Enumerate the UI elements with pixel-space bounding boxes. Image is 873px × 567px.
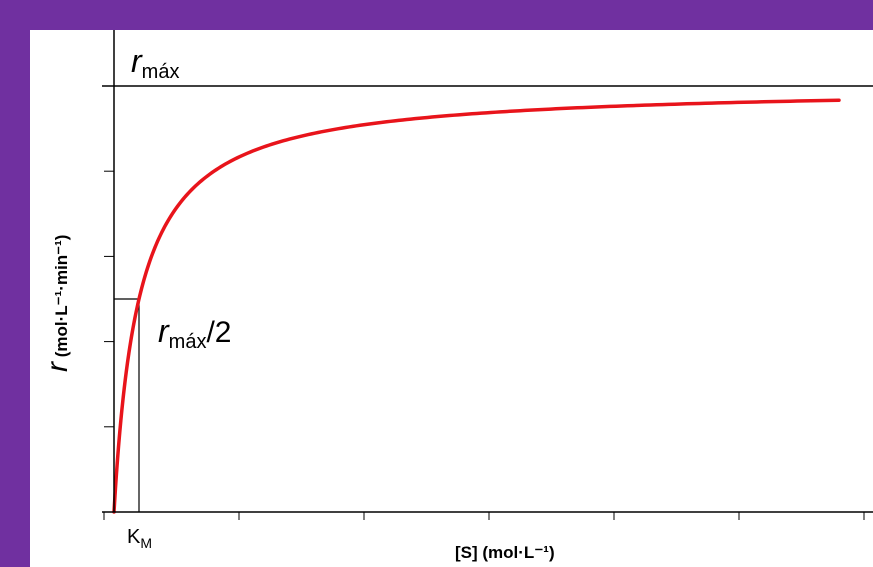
michaelis-menten-curve bbox=[112, 98, 841, 514]
guide-lines bbox=[102, 85, 873, 512]
michaelis-menten-chart: rmáx rmáx/2 KM [S] (mol·L⁻¹) r (mol·L⁻¹·… bbox=[41, 30, 873, 562]
y-axis-symbol: r bbox=[41, 361, 74, 372]
half-rmax-symbol: r bbox=[158, 313, 170, 349]
half-rmax-subscript: máx bbox=[169, 331, 207, 353]
axis-ticks bbox=[103, 170, 865, 520]
rmax-label: rmáx bbox=[131, 43, 179, 83]
axes bbox=[102, 30, 873, 513]
x-axis-label: [S] (mol·L⁻¹) bbox=[455, 543, 555, 562]
km-symbol: K bbox=[127, 526, 141, 548]
half-rmax-label: rmáx/2 bbox=[158, 313, 231, 353]
km-label: KM bbox=[127, 526, 152, 551]
km-subscript: M bbox=[140, 535, 152, 551]
half-rmax-suffix: /2 bbox=[206, 316, 231, 349]
rmax-symbol: r bbox=[131, 43, 143, 79]
rmax-subscript: máx bbox=[142, 61, 180, 83]
y-axis-label: r (mol·L⁻¹·min⁻¹) bbox=[41, 235, 74, 372]
y-axis-units: (mol·L⁻¹·min⁻¹) bbox=[52, 235, 71, 362]
series-layer bbox=[112, 98, 841, 514]
chart-frame: rmáx rmáx/2 KM [S] (mol·L⁻¹) r (mol·L⁻¹·… bbox=[30, 30, 873, 567]
